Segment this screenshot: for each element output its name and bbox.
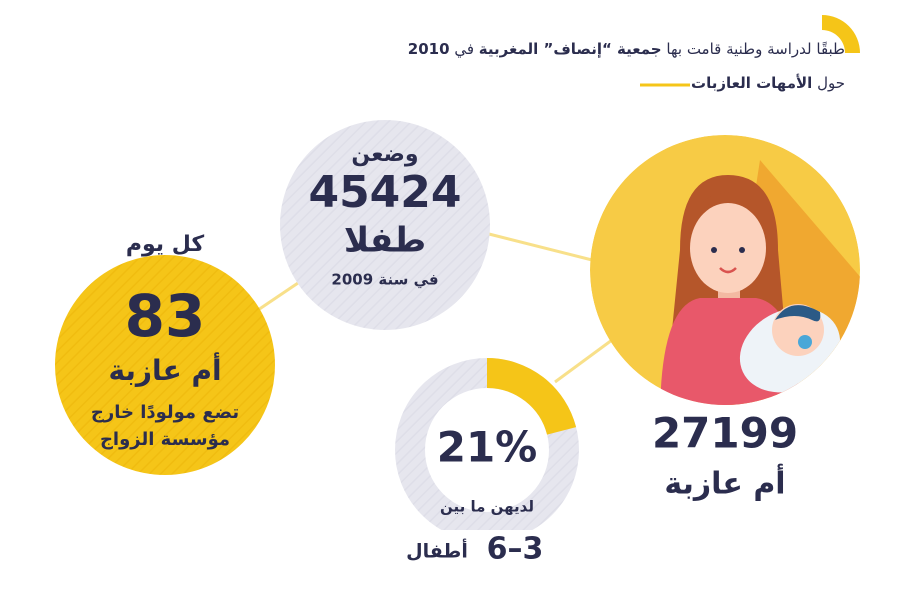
header-year: 2010 xyxy=(407,40,450,58)
header-line2: حول الأمهات العازبات xyxy=(691,74,845,92)
daily-heading: كل يوم xyxy=(126,232,204,257)
donut-label: 21% xyxy=(437,423,538,472)
daily-circle xyxy=(55,255,275,475)
corner-accent xyxy=(822,15,860,53)
births-number: 45424 xyxy=(308,167,461,218)
mother-illustration xyxy=(590,135,860,405)
daily-unit: أم عازبة xyxy=(108,352,221,387)
header-text: في xyxy=(454,40,475,58)
header-text: حول xyxy=(817,74,845,92)
mothers-unit: أم عازبة xyxy=(664,464,785,502)
births-year: في سنة 2009 xyxy=(331,271,438,289)
connectors xyxy=(254,231,613,384)
children-range: 6–3 xyxy=(487,532,544,567)
mothers-number: 27199 xyxy=(652,409,798,458)
children-line1: لديهن ما بين xyxy=(440,498,534,516)
daily-number: 83 xyxy=(125,282,206,350)
births-verb: وضعن xyxy=(351,142,418,167)
donut-arc xyxy=(486,358,577,436)
births-unit: طفلا xyxy=(344,221,426,261)
births-circle xyxy=(280,120,490,330)
daily-line1: تضع مولودًا خارج xyxy=(91,402,239,423)
header-text: طبقًا لدراسة وطنية قامت بها xyxy=(666,40,845,58)
header-line1: طبقًا لدراسة وطنية قامت بها جمعية “إنصاف… xyxy=(408,40,845,58)
children-unit: أطفال xyxy=(406,539,468,563)
daily-line2: مؤسسة الزواج xyxy=(100,429,230,450)
header-org: جمعية “إنصاف” المغربية xyxy=(478,40,662,58)
range-backdrop xyxy=(395,530,580,570)
header-topic: الأمهات العازبات xyxy=(691,74,813,92)
